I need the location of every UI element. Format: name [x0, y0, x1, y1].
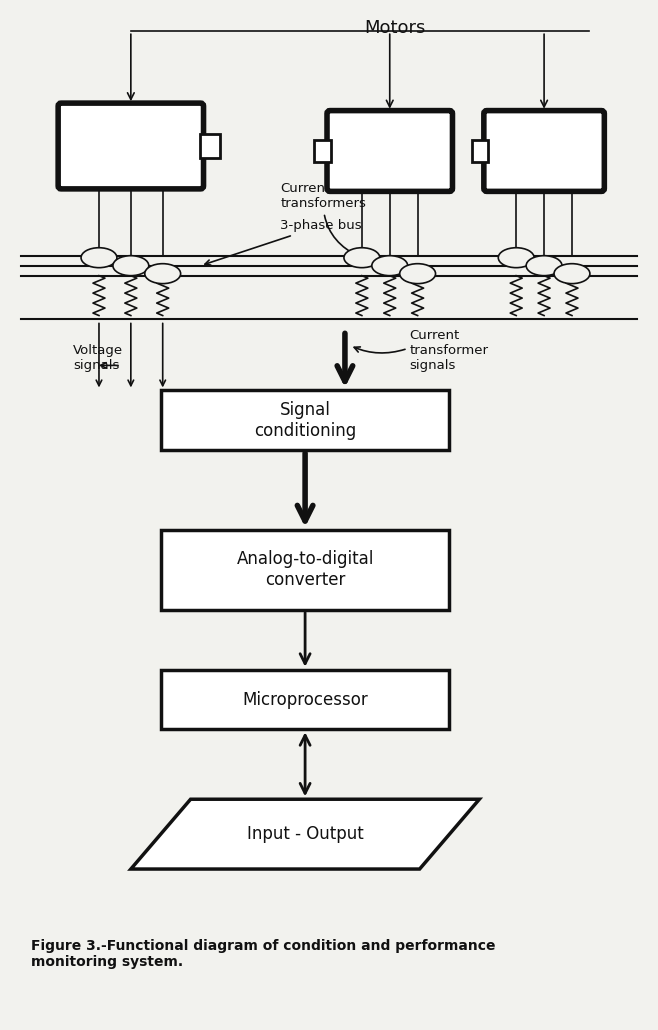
- Ellipse shape: [145, 264, 181, 283]
- Text: Voltage
signals: Voltage signals: [73, 344, 123, 373]
- Bar: [161, 670, 449, 729]
- Bar: [199, 134, 220, 158]
- Ellipse shape: [399, 264, 436, 283]
- Text: Microprocessor: Microprocessor: [242, 690, 368, 709]
- Text: Input - Output: Input - Output: [247, 825, 363, 844]
- Polygon shape: [131, 799, 480, 869]
- FancyBboxPatch shape: [327, 110, 453, 192]
- Ellipse shape: [554, 264, 590, 283]
- Bar: [315, 140, 331, 162]
- Text: Current
transformer
signals: Current transformer signals: [410, 329, 489, 372]
- FancyBboxPatch shape: [484, 110, 604, 192]
- Ellipse shape: [526, 255, 562, 276]
- Ellipse shape: [113, 255, 149, 276]
- Bar: [472, 140, 488, 162]
- Ellipse shape: [81, 248, 117, 268]
- Ellipse shape: [344, 248, 380, 268]
- Text: Analog-to-digital
converter: Analog-to-digital converter: [236, 550, 374, 589]
- Text: Motors: Motors: [364, 20, 426, 37]
- Text: Current
transformers: Current transformers: [280, 182, 366, 256]
- Text: Figure 3.-Functional diagram of condition and performance
monitoring system.: Figure 3.-Functional diagram of conditio…: [32, 939, 495, 969]
- Bar: [161, 530, 449, 610]
- FancyBboxPatch shape: [58, 103, 203, 188]
- Text: 3-phase bus: 3-phase bus: [205, 219, 362, 265]
- Bar: [161, 390, 449, 450]
- Ellipse shape: [372, 255, 408, 276]
- Ellipse shape: [498, 248, 534, 268]
- Text: Signal
conditioning: Signal conditioning: [254, 401, 356, 440]
